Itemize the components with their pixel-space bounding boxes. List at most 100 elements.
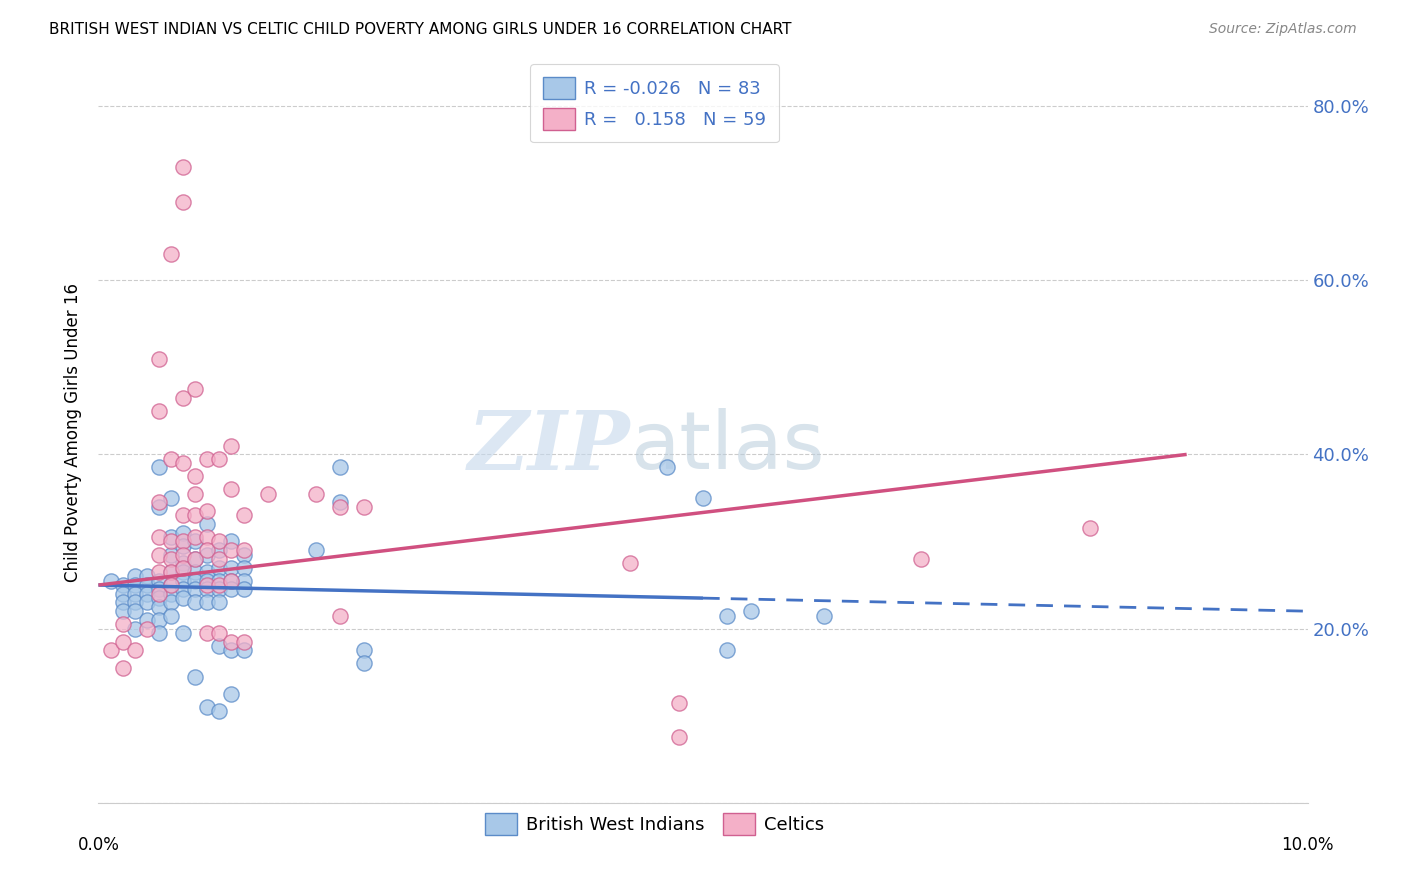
Point xyxy=(221,560,243,574)
Point xyxy=(716,643,738,657)
Point xyxy=(716,608,738,623)
Point xyxy=(111,661,134,675)
Point xyxy=(232,634,254,648)
Point xyxy=(184,582,207,597)
Point xyxy=(195,451,218,466)
Point xyxy=(135,569,157,583)
Point xyxy=(172,160,194,174)
Point xyxy=(329,500,352,514)
Point xyxy=(124,604,146,618)
Point xyxy=(195,700,218,714)
Point xyxy=(148,460,170,475)
Point xyxy=(172,626,194,640)
Point xyxy=(148,626,170,640)
Point xyxy=(232,508,254,523)
Point xyxy=(208,543,231,558)
Point xyxy=(148,530,170,544)
Point xyxy=(195,595,218,609)
Point xyxy=(160,565,183,579)
Point xyxy=(148,574,170,588)
Point xyxy=(195,504,218,518)
Point xyxy=(184,565,207,579)
Point xyxy=(184,530,207,544)
Point xyxy=(160,565,183,579)
Text: Source: ZipAtlas.com: Source: ZipAtlas.com xyxy=(1209,22,1357,37)
Point xyxy=(184,552,207,566)
Point xyxy=(100,574,122,588)
Point xyxy=(740,604,762,618)
Point xyxy=(135,613,157,627)
Point xyxy=(172,391,194,405)
Point xyxy=(111,587,134,601)
Point xyxy=(111,604,134,618)
Point xyxy=(160,552,183,566)
Point xyxy=(208,451,231,466)
Point xyxy=(195,574,218,588)
Point xyxy=(195,543,218,558)
Point xyxy=(172,574,194,588)
Point xyxy=(135,595,157,609)
Point xyxy=(111,595,134,609)
Point xyxy=(124,587,146,601)
Point xyxy=(160,595,183,609)
Point xyxy=(160,491,183,505)
Point xyxy=(208,626,231,640)
Point xyxy=(184,595,207,609)
Point xyxy=(910,552,932,566)
Point xyxy=(256,486,278,500)
Point xyxy=(184,469,207,483)
Point xyxy=(172,525,194,540)
Point xyxy=(353,500,375,514)
Point xyxy=(184,669,207,683)
Point xyxy=(160,578,183,592)
Point xyxy=(195,578,218,592)
Point xyxy=(172,556,194,570)
Point xyxy=(329,460,352,475)
Point xyxy=(172,582,194,597)
Point xyxy=(184,534,207,549)
Point xyxy=(208,578,231,592)
Point xyxy=(172,508,194,523)
Point xyxy=(135,587,157,601)
Point xyxy=(124,622,146,636)
Point xyxy=(160,534,183,549)
Point xyxy=(1078,521,1101,535)
Point xyxy=(124,569,146,583)
Point xyxy=(184,574,207,588)
Point xyxy=(208,595,231,609)
Point xyxy=(160,608,183,623)
Y-axis label: Child Poverty Among Girls Under 16: Child Poverty Among Girls Under 16 xyxy=(65,283,83,582)
Point xyxy=(221,534,243,549)
Point xyxy=(195,530,218,544)
Point xyxy=(208,639,231,653)
Point xyxy=(172,548,194,562)
Point xyxy=(124,643,146,657)
Text: 0.0%: 0.0% xyxy=(77,836,120,854)
Point xyxy=(124,595,146,609)
Point xyxy=(184,486,207,500)
Point xyxy=(232,560,254,574)
Point xyxy=(184,382,207,396)
Point xyxy=(111,617,134,632)
Point xyxy=(172,539,194,553)
Point xyxy=(100,643,122,657)
Point xyxy=(195,517,218,532)
Point xyxy=(221,634,243,648)
Point xyxy=(160,247,183,261)
Point xyxy=(221,582,243,597)
Point xyxy=(148,591,170,606)
Point xyxy=(208,582,231,597)
Point xyxy=(655,460,678,475)
Point xyxy=(172,591,194,606)
Text: atlas: atlas xyxy=(630,409,825,486)
Point xyxy=(232,582,254,597)
Point xyxy=(221,439,243,453)
Point xyxy=(195,565,218,579)
Legend: British West Indians, Celtics: British West Indians, Celtics xyxy=(478,805,832,842)
Point xyxy=(232,643,254,657)
Point xyxy=(668,731,690,745)
Point xyxy=(172,534,194,549)
Point xyxy=(148,599,170,614)
Text: 10.0%: 10.0% xyxy=(1281,836,1334,854)
Point xyxy=(353,643,375,657)
